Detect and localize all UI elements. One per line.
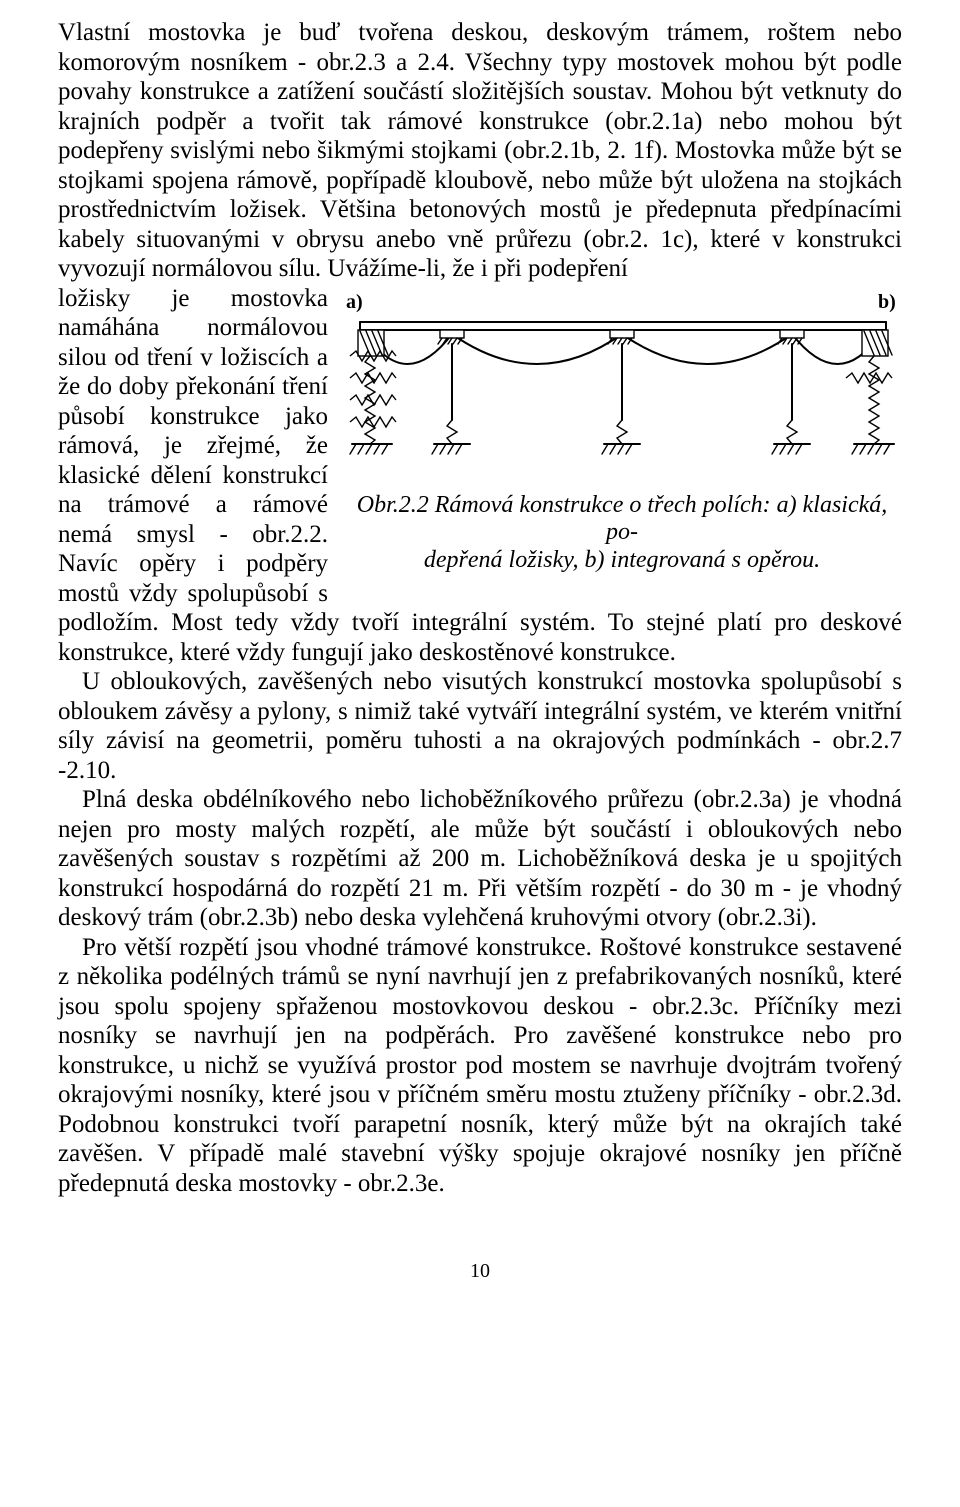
bridge-diagram: a) b) [342,288,902,488]
paragraph-4: Pro větší rozpětí jsou vhodné trámové ko… [58,933,902,1199]
caption-line-2: depřená ložisky, b) integrovaná s opěrou… [424,547,820,573]
caption-line-1: Obr.2.2 Rámová konstrukce o třech polích… [357,492,888,546]
figure-2-2: a) b) Obr.2.2 Rámová konstrukce o třech p… [342,288,902,575]
figure-caption: Obr.2.2 Rámová konstrukce o třech polích… [342,492,902,575]
paragraph-2: U obloukových, zavěšených nebo visutých … [58,667,902,785]
svg-text:b): b) [878,291,896,313]
paragraph-1: Vlastní mostovka je buď tvořena deskou, … [58,18,902,284]
svg-text:a): a) [346,291,363,313]
paragraph-with-figure: a) b) Obr.2.2 Rámová konstrukce o třech p… [58,284,902,668]
paragraph-3: Plná deska obdélníkového nebo lichoběžní… [58,785,902,933]
wrap-text-left: ložisky je mostovka namáhána normálovou … [58,285,328,578]
page-number: 10 [58,1260,902,1284]
